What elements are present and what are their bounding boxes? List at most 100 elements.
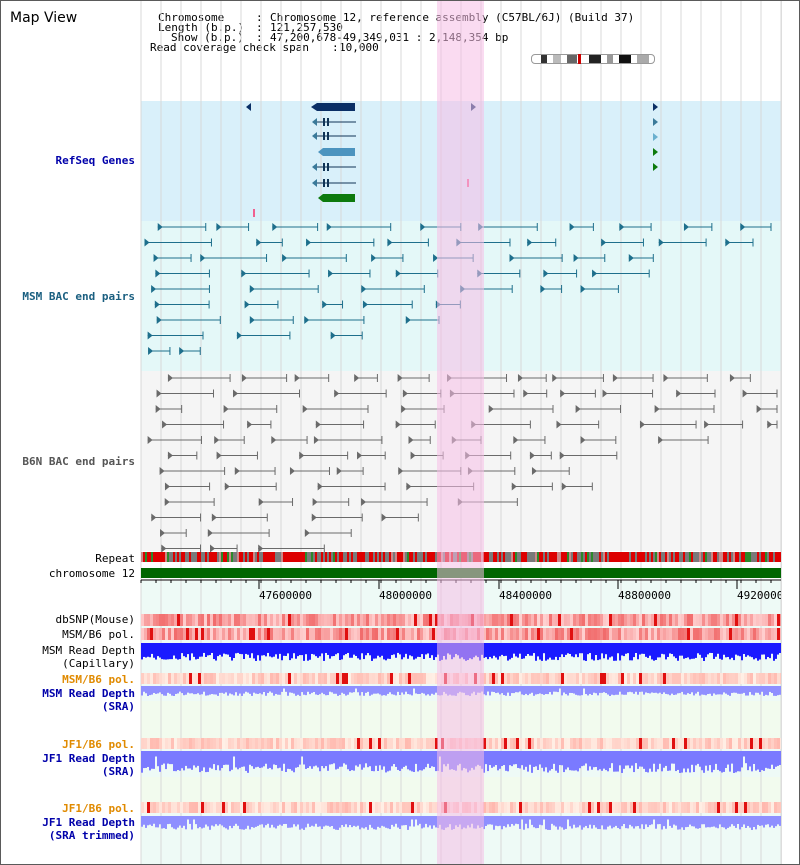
read-depth-bar [331,686,333,693]
read-depth-bar [263,643,265,656]
repeat-segment [575,552,577,562]
polymorphism-cell [141,614,144,626]
read-depth-bar [201,643,203,657]
polymorphism-cell [633,614,636,626]
repeat-segment [209,552,211,562]
gene-feature [312,132,317,140]
read-depth-bar [593,643,595,661]
read-depth-bar [317,643,319,658]
read-depth-bar [691,751,693,765]
polymorphism-cell [150,738,153,749]
read-depth-bar [543,751,545,772]
read-depth-bar [339,643,341,661]
repeat-segment [779,552,781,562]
chromosome-ideogram[interactable] [531,54,655,64]
polymorphism-cell [210,802,213,813]
read-depth-bar [775,643,777,659]
read-depth-bar [663,643,665,655]
read-depth-bar [325,751,327,767]
repeat-segment [401,552,403,562]
polymorphism-cell [720,738,723,749]
read-depth-bar [573,643,575,658]
read-depth-bar [363,816,365,829]
polymorphism-cell [144,738,147,749]
read-depth-bar [497,816,499,827]
repeat-segment [147,552,149,562]
polymorphism-cell [522,614,525,626]
repeat-segment [275,552,277,562]
polymorphism-cell [516,802,519,813]
polymorphism-cell [705,614,708,626]
polymorphism-cell [414,673,417,684]
read-depth-bar [637,751,639,769]
polymorphism-cell [153,802,156,813]
read-depth-bar [767,643,769,658]
highlight-region[interactable] [437,1,484,864]
repeat-segment [413,552,415,562]
repeat-segment [537,552,539,562]
read-depth-bar [489,816,491,825]
polymorphism-cell [378,802,381,813]
msm-bac-label[interactable]: MSM BAC end pairs [22,290,135,303]
repeat-segment [777,552,779,562]
polymorphism-cell [771,802,774,813]
read-depth-bar [747,686,749,696]
polymorphism-cell [216,802,219,813]
read-depth-bar [741,751,743,768]
repeat-segment [701,552,703,562]
read-depth-bar [297,816,299,825]
polymorphism-cell [768,802,771,813]
read-depth-bar [723,751,725,772]
polymorphism-cell [573,614,576,626]
read-depth-bar [669,816,671,826]
read-depth-bar [569,816,571,827]
read-depth-bar [219,643,221,655]
polymorphism-cell [267,628,270,640]
polymorphism-cell [258,738,261,749]
read-depth-bar [529,643,531,656]
repeat-segment [321,552,323,562]
repeat-segment [653,552,655,562]
bac-end-marker [361,285,367,293]
bac-end-marker [294,374,300,382]
polymorphism-cell [402,738,405,749]
read-depth-bar [683,643,685,659]
read-depth-bar [703,686,705,695]
b6n-bac-label[interactable]: B6N BAC end pairs [22,455,135,468]
repeat-segment [371,552,373,562]
bac-end-marker [151,285,157,293]
read-depth-bar [241,751,243,767]
repeat-segment [181,552,183,562]
read-depth-bar [157,751,159,767]
polymorphism-cell [330,614,333,626]
read-depth-bar [211,751,213,769]
read-depth-bar [217,686,219,696]
polymorphism-cell [777,673,780,684]
read-depth-bar [299,643,301,656]
read-depth-bar [553,816,555,826]
read-depth-bar [419,816,421,824]
read-depth-bar [409,751,411,771]
repeat-segment [515,552,517,562]
polymorphism-cell [669,628,672,640]
repeat-segment [151,552,153,562]
read-depth-bar [769,751,771,769]
polymorphism-cell [429,614,432,626]
polymorphism-cell [534,673,537,684]
refseq-genes-label[interactable]: RefSeq Genes [55,154,135,167]
read-depth-bar [755,816,757,830]
read-depth-bar [239,643,241,654]
read-depth-bar [269,643,271,657]
read-depth-bar [335,686,337,694]
polymorphism-cell [195,738,198,749]
coverage-sep: : [332,41,339,54]
polymorphism-cell [558,738,561,749]
polymorphism-cell [303,673,306,684]
read-depth-bar [777,686,779,696]
bac-end-marker [322,300,328,309]
polymorphism-cell [549,628,552,640]
read-depth-bar [535,751,537,767]
read-depth-bar [747,751,749,771]
repeat-segment [693,552,695,562]
